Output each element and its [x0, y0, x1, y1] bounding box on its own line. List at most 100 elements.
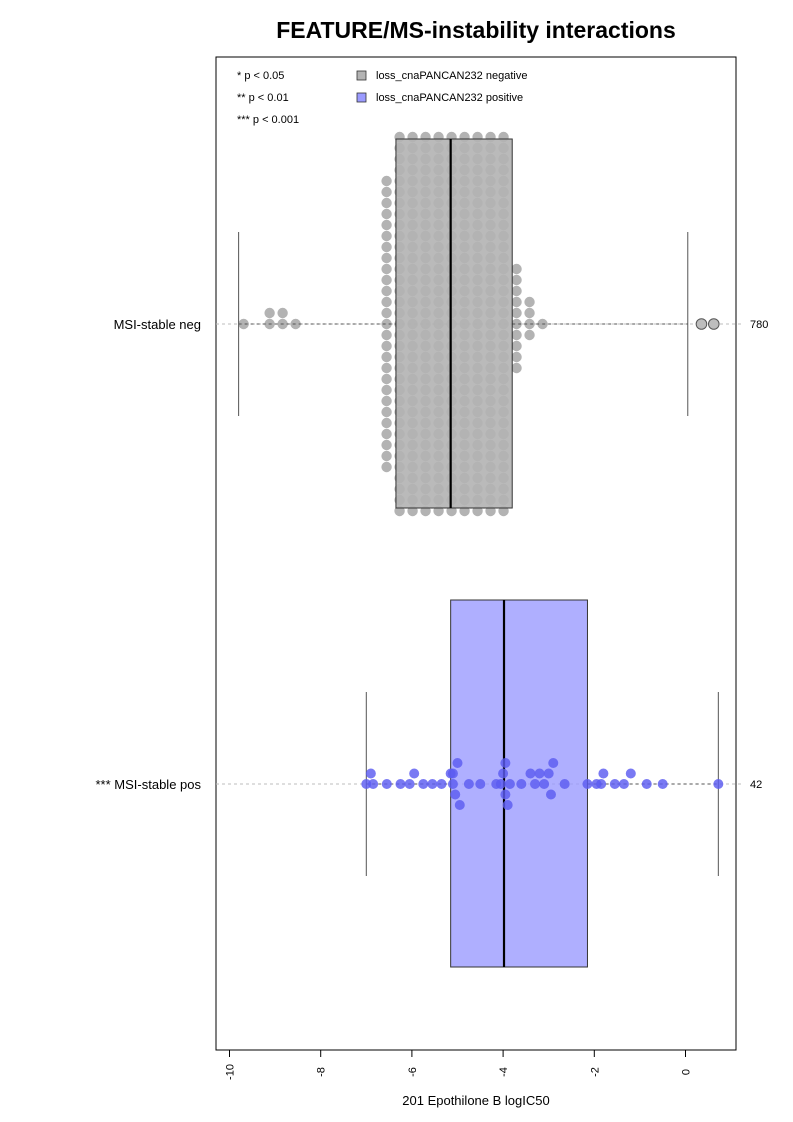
- data-point-negative: [381, 263, 392, 275]
- data-point-negative: [381, 351, 392, 363]
- data-point-positive: [516, 779, 527, 789]
- data-point-negative: [511, 307, 522, 319]
- x-tick-label: -4: [498, 1067, 510, 1077]
- data-point-positive: [500, 789, 511, 800]
- data-point-negative: [381, 285, 392, 297]
- data-point-negative: [381, 197, 392, 209]
- data-point-positive: [495, 779, 506, 789]
- data-point-negative: [511, 351, 522, 363]
- data-point-positive: [504, 779, 515, 789]
- data-point-positive: [381, 779, 392, 789]
- data-point-negative: [381, 395, 392, 407]
- data-point-positive: [404, 779, 415, 789]
- data-point-positive: [447, 779, 458, 789]
- data-point-negative: [524, 296, 535, 308]
- data-point-negative: [381, 439, 392, 451]
- data-point-negative: [238, 318, 249, 330]
- data-point-negative: [524, 307, 535, 319]
- data-point-positive: [539, 779, 550, 789]
- data-point-negative: [381, 340, 392, 352]
- data-point-negative: [381, 230, 392, 242]
- data-point-positive: [365, 768, 376, 779]
- data-point-positive: [427, 779, 438, 789]
- x-tick-label: -6: [407, 1067, 419, 1077]
- count-label-neg: 780: [750, 319, 768, 331]
- data-point-negative: [511, 296, 522, 308]
- data-point-positive: [548, 758, 559, 768]
- series-legend: loss_cnaPANCAN232 negative loss_cnaPANCA…: [356, 70, 527, 104]
- data-point-negative: [511, 340, 522, 352]
- data-point-positive: [618, 779, 629, 789]
- x-tick-label: -2: [589, 1067, 601, 1077]
- data-point-positive: [450, 789, 461, 800]
- x-axis: -10 -8 -6 -4 -2 0: [225, 1049, 693, 1080]
- data-point-positive: [436, 779, 447, 789]
- data-point-negative: [524, 318, 535, 330]
- data-point-positive: [500, 758, 511, 768]
- data-point-positive: [596, 779, 607, 789]
- data-point-positive: [452, 758, 463, 768]
- data-point-positive: [534, 768, 545, 779]
- data-point-negative: [381, 318, 392, 330]
- legend-swatch-positive: [356, 92, 367, 103]
- data-point-negative: [381, 450, 392, 462]
- data-point-positive: [543, 768, 554, 779]
- data-point-negative: [381, 175, 392, 187]
- data-point-positive: [454, 800, 465, 810]
- data-point-positive: [395, 779, 406, 789]
- data-point-negative: [381, 241, 392, 253]
- x-axis-label: 201 Epothilone B logIC50: [402, 1093, 549, 1108]
- data-point-negative: [381, 329, 392, 341]
- data-point-negative: [381, 373, 392, 385]
- data-point-negative: [381, 219, 392, 231]
- data-point-negative: [381, 362, 392, 374]
- data-point-negative: [511, 274, 522, 286]
- group-label-neg: MSI-stable neg: [114, 317, 201, 332]
- data-point-negative: [511, 362, 522, 374]
- data-point-negative: [381, 428, 392, 440]
- data-point-negative: [381, 417, 392, 429]
- data-point-negative: [381, 406, 392, 418]
- x-tick-label: -10: [225, 1064, 237, 1080]
- sig-legend-1: * p < 0.05: [237, 70, 284, 82]
- data-point-positive: [498, 768, 509, 779]
- data-point-positive: [361, 779, 372, 789]
- data-point-positive: [525, 768, 536, 779]
- data-point-positive: [545, 789, 556, 800]
- data-point-negative: [381, 274, 392, 286]
- data-point-negative: [511, 263, 522, 275]
- data-point-negative: [381, 208, 392, 220]
- count-label-pos: 42: [750, 779, 762, 791]
- data-point-positive: [657, 779, 668, 789]
- data-point-negative: [264, 307, 275, 319]
- swarm-positive: [361, 758, 724, 810]
- data-point-positive: [409, 768, 420, 779]
- legend-label-negative: loss_cnaPANCAN232 negative: [376, 70, 527, 82]
- data-point-positive: [418, 779, 429, 789]
- legend-label-positive: loss_cnaPANCAN232 positive: [376, 92, 523, 104]
- data-point-positive: [463, 779, 474, 789]
- data-point-negative: [381, 307, 392, 319]
- boxplot-negative: [238, 138, 689, 509]
- data-point-positive: [582, 779, 593, 789]
- data-point-positive: [530, 779, 541, 789]
- data-point-positive: [559, 779, 570, 789]
- data-point-negative: [277, 307, 288, 319]
- data-point-negative: [381, 296, 392, 308]
- data-point-positive: [641, 779, 652, 789]
- sig-legend-2: ** p < 0.01: [237, 92, 289, 104]
- data-point-negative: [511, 329, 522, 341]
- chart-title: FEATURE/MS-instability interactions: [276, 17, 676, 43]
- group-label-pos: *** MSI-stable pos: [96, 777, 202, 792]
- sig-legend-3: *** p < 0.001: [237, 114, 299, 126]
- data-point-negative: [381, 384, 392, 396]
- data-point-positive: [609, 779, 620, 789]
- data-point-negative: [524, 329, 535, 341]
- data-point-negative: [381, 252, 392, 264]
- x-tick-label: 0: [681, 1069, 693, 1075]
- data-point-positive: [598, 768, 609, 779]
- x-tick-label: -8: [316, 1067, 328, 1077]
- significance-legend: * p < 0.05 ** p < 0.01 *** p < 0.001: [237, 70, 299, 126]
- data-point-positive: [625, 768, 636, 779]
